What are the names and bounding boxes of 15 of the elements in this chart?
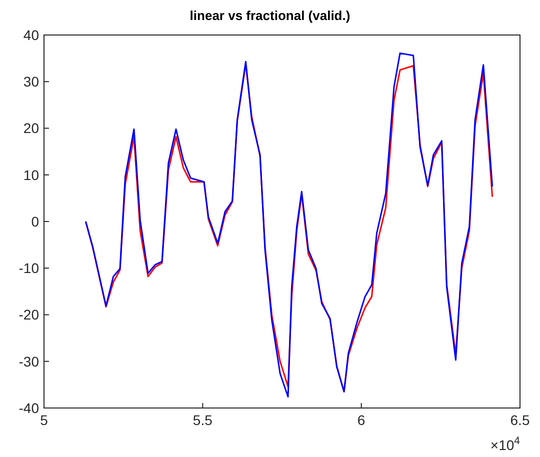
y-tick-label: -20: [18, 306, 40, 323]
y-tick-label: 40: [23, 26, 40, 43]
y-tick-label: -40: [18, 400, 40, 416]
x-tick-label: 6: [357, 412, 366, 428]
text: ×10$^{4}$: [490, 435, 520, 453]
y-tick-label: -10: [18, 260, 40, 276]
y-tick-label: 20: [23, 120, 40, 136]
x-tick-label: 5: [40, 412, 48, 428]
y-tick-label: -30: [18, 353, 40, 370]
y-tick-label: 30: [23, 74, 40, 90]
chart-title: linear vs fractional (valid.): [188, 8, 352, 23]
x-tick-label: 6.5: [510, 412, 530, 428]
y-tick-label: 0: [31, 213, 40, 230]
y-tick-label: 10: [23, 166, 40, 183]
x-tick-label: 5.5: [192, 412, 213, 428]
